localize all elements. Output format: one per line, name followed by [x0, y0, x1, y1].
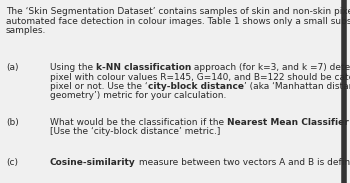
Text: k-NN classification: k-NN classification — [96, 63, 191, 72]
Text: (a): (a) — [6, 63, 19, 72]
Text: Using the: Using the — [50, 63, 96, 72]
Text: measure between two vectors A and B is defined by: measure between two vectors A and B is d… — [136, 158, 350, 167]
Text: pixel or not. Use the ‘: pixel or not. Use the ‘ — [50, 82, 148, 91]
Text: (c): (c) — [6, 158, 18, 167]
Text: (b): (b) — [6, 118, 19, 127]
Text: What would be the classification if the: What would be the classification if the — [50, 118, 227, 127]
Text: pixel with colour values R=145, G=140, and B=122 should be categorised as a skin: pixel with colour values R=145, G=140, a… — [50, 72, 350, 81]
Text: Nearest Mean Classifier: Nearest Mean Classifier — [227, 118, 349, 127]
Text: (NMC) were used?: (NMC) were used? — [349, 118, 350, 127]
Text: [Use the ‘city-block distance’ metric.]: [Use the ‘city-block distance’ metric.] — [50, 128, 220, 137]
Text: geometry’) metric for your calculation.: geometry’) metric for your calculation. — [50, 92, 226, 100]
Text: city-block distance: city-block distance — [148, 82, 244, 91]
Text: automated face detection in colour images. Table 1 shows only a small subset of : automated face detection in colour image… — [6, 16, 350, 25]
Text: samples.: samples. — [6, 26, 46, 35]
Text: The ‘Skin Segmentation Dataset’ contains samples of skin and non-skin pixel colo: The ‘Skin Segmentation Dataset’ contains… — [6, 7, 350, 16]
Text: Cosine-similarity: Cosine-similarity — [50, 158, 136, 167]
Text: ’ (aka ‘Manhattan distance’ or ‘taxicab: ’ (aka ‘Manhattan distance’ or ‘taxicab — [244, 82, 350, 91]
Text: approach (for k=3, and k =7) determine whether a: approach (for k=3, and k =7) determine w… — [191, 63, 350, 72]
